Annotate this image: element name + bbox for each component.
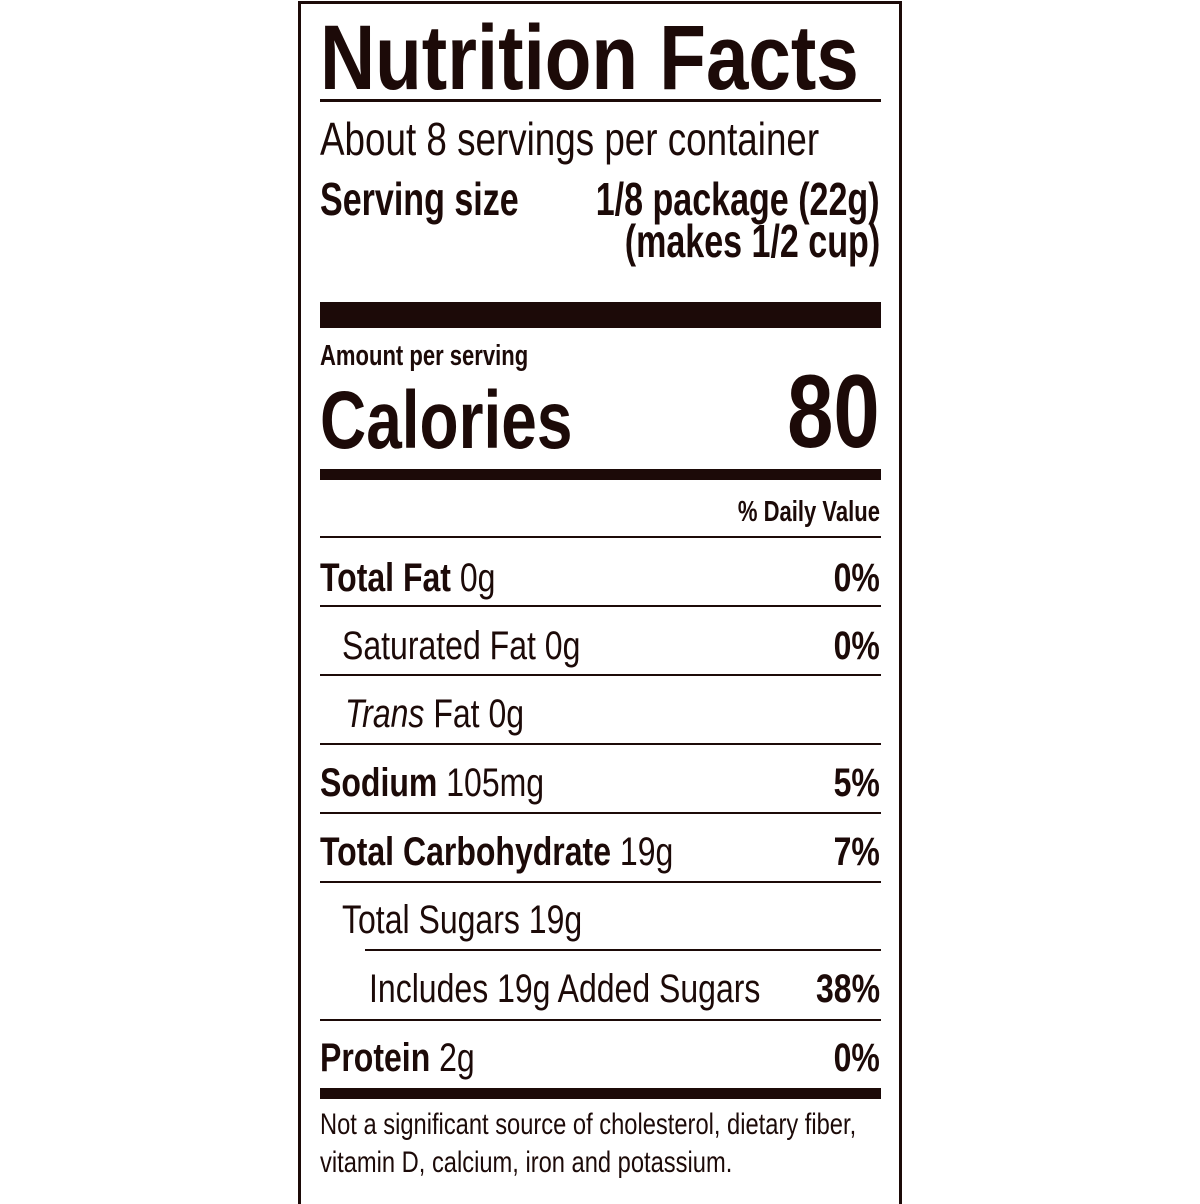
nutrient-dv: 0% [833, 556, 880, 600]
daily-value-header: % Daily Value [737, 496, 880, 528]
nutrient-trans-fat: Trans Fat 0g [345, 694, 524, 734]
nutrient-added-sugars: Includes 19g Added Sugars [369, 967, 761, 1011]
divider [365, 949, 881, 951]
nutrient-name: Protein [320, 1036, 431, 1080]
nutrient-amount: 19g [528, 898, 583, 942]
nutrient-saturated-fat: Saturated Fat 0g [342, 626, 580, 666]
medium-divider [320, 469, 881, 480]
nutrient-dv: 0% [833, 1036, 880, 1080]
nutrient-name-italic: Trans [345, 692, 425, 736]
nutrition-label-border [298, 1, 902, 1204]
thick-divider [320, 302, 881, 328]
serving-size-label: Serving size [320, 173, 519, 225]
nutrient-dv: 5% [833, 761, 880, 805]
divider [320, 1019, 881, 1021]
nutrient-protein: Protein 2g [320, 1038, 475, 1078]
nutrient-name: Total Fat [320, 556, 451, 600]
divider [320, 812, 881, 814]
nutrient-dv: 0% [833, 624, 880, 668]
calories-label: Calories [320, 375, 573, 466]
calories-value: 80 [787, 354, 880, 470]
amount-per-serving: Amount per serving [320, 340, 529, 372]
serving-size-value: 1/8 package (22g) [596, 173, 880, 225]
divider [320, 605, 881, 607]
label-title: Nutrition Facts [320, 7, 859, 109]
divider [320, 881, 881, 883]
footnote-line-1: Not a significant source of cholesterol,… [320, 1108, 857, 1141]
divider [320, 743, 881, 745]
nutrient-amount: 19g [619, 830, 674, 874]
nutrient-amount: 0g [544, 624, 581, 668]
nutrient-dv: 38% [815, 967, 880, 1011]
nutrient-total-fat: Total Fat 0g [320, 558, 495, 598]
nutrient-sodium: Sodium 105mg [320, 763, 544, 803]
nutrient-amount: 0g [459, 556, 496, 600]
serving-size-note: (makes 1/2 cup) [624, 215, 880, 267]
nutrient-name: Total Sugars [342, 898, 520, 942]
nutrient-name: Sodium [320, 761, 438, 805]
nutrient-name: Fat [433, 692, 480, 736]
divider [320, 674, 881, 676]
nutrient-name: Saturated Fat [342, 624, 536, 668]
nutrient-total-carbohydrate: Total Carbohydrate 19g [320, 832, 673, 872]
nutrient-total-sugars: Total Sugars 19g [342, 900, 582, 940]
nutrient-amount: 0g [488, 692, 525, 736]
nutrient-amount: 105mg [446, 761, 545, 805]
footnote-line-2: vitamin D, calcium, iron and potassium. [320, 1146, 733, 1179]
medium-divider [320, 1088, 881, 1099]
nutrient-amount: 2g [439, 1036, 475, 1080]
nutrient-dv: 7% [833, 830, 880, 874]
divider [320, 99, 881, 102]
servings-per-container: About 8 servings per container [320, 113, 820, 165]
divider [320, 536, 881, 538]
nutrient-name: Total Carbohydrate [320, 830, 611, 874]
